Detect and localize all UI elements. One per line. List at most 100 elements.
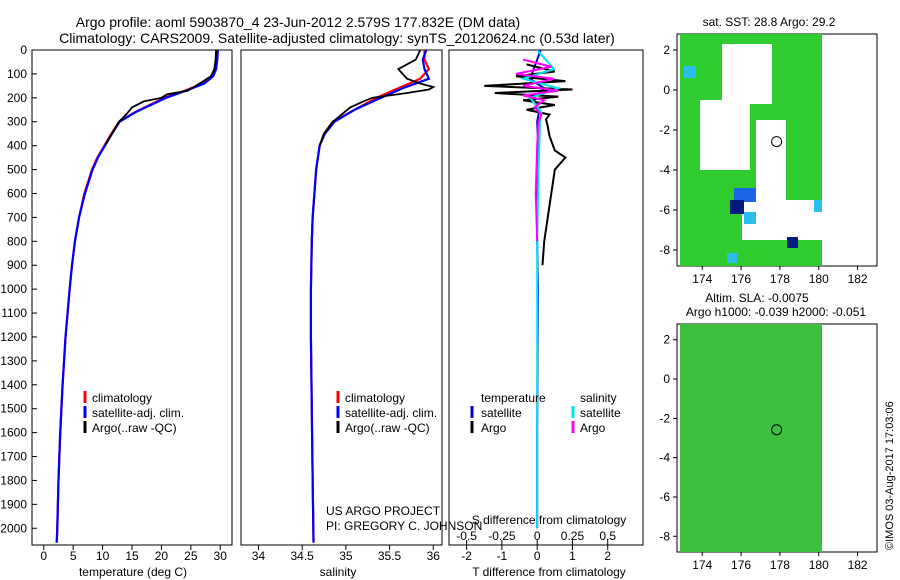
x-tick-label: 5 bbox=[70, 549, 77, 563]
legend-t-argo: Argo bbox=[481, 421, 507, 435]
series-line-argo-raw-qc- bbox=[104, 50, 218, 147]
x-tick-label: 10 bbox=[96, 549, 110, 563]
depth-tick-label: 600 bbox=[7, 186, 27, 200]
sla-map-title: Altim. SLA: -0.0075 bbox=[705, 291, 809, 305]
depth-tick-label: 300 bbox=[7, 115, 27, 129]
map-x-tick-label: 180 bbox=[809, 558, 829, 572]
map-y-tick-label: 0 bbox=[663, 372, 670, 386]
depth-tick-label: 800 bbox=[7, 234, 27, 248]
salinity-plot-frame bbox=[240, 49, 443, 546]
depth-tick-label: 500 bbox=[7, 163, 27, 177]
map-x-tick-label: 182 bbox=[848, 272, 868, 286]
map-x-tick-label: 174 bbox=[692, 272, 712, 286]
sla-ocean-field bbox=[680, 324, 822, 552]
depth-tick-label: 1600 bbox=[0, 426, 27, 440]
depth-tick-label: 1900 bbox=[0, 497, 27, 511]
argo-position-marker bbox=[771, 136, 783, 148]
x-tick-label: -2 bbox=[461, 549, 472, 563]
depth-axis: 0 100 200 300 400 500 600 700 800 900 1000 1100 1200… bbox=[0, 43, 37, 535]
sla-map-subtitle: Argo h1000: -0.039 h2000: -0.051 bbox=[686, 305, 866, 319]
depth-tick-label: 1700 bbox=[0, 450, 27, 464]
difference-lines bbox=[484, 50, 573, 529]
x-tick-label: 30 bbox=[214, 549, 228, 563]
map-y-tick-label: -8 bbox=[659, 529, 670, 543]
temperature-plot-frame bbox=[31, 49, 233, 546]
x-tick-label: 0 bbox=[534, 549, 541, 563]
sst-map-x-axis: 174 176 178 180 182 bbox=[692, 266, 868, 286]
x-tick-label: 15 bbox=[125, 549, 139, 563]
salinity-lines bbox=[309, 50, 436, 543]
argo-position-marker bbox=[771, 424, 783, 436]
legend-t-satellite: satellite bbox=[481, 406, 522, 420]
map-x-tick-label: 178 bbox=[770, 272, 790, 286]
legend-salinity-title: salinity bbox=[580, 391, 617, 405]
sst-cell bbox=[730, 200, 744, 214]
x-tick-label: 0 bbox=[40, 549, 47, 563]
sst-cell bbox=[734, 188, 756, 202]
depth-tick-label: 1500 bbox=[0, 402, 27, 416]
x-tick-label: -1 bbox=[497, 549, 508, 563]
temperature-x-axis: 0 5 10 15 20 25 30 bbox=[40, 545, 227, 563]
sst-cell bbox=[814, 200, 822, 212]
map-y-tick-label: -4 bbox=[659, 451, 670, 465]
map-y-tick-label: -2 bbox=[659, 411, 670, 425]
depth-tick-label: 1100 bbox=[1, 306, 27, 320]
figure-title-line2: Climatology: CARS2009. Satellite-adjuste… bbox=[59, 30, 615, 46]
x-tick-label: 35 bbox=[339, 549, 353, 563]
x-tick-label: 25 bbox=[184, 549, 198, 563]
map-x-tick-label: 180 bbox=[809, 272, 829, 286]
sla-map-y-axis: 2 0 -2 -4 -6 -8 bbox=[659, 333, 677, 543]
x-tick-label: 2 bbox=[604, 549, 611, 563]
salinity-axis-label: salinity bbox=[320, 565, 357, 579]
depth-tick-label: 1800 bbox=[0, 473, 27, 487]
x-tick-label: 36 bbox=[427, 549, 441, 563]
map-y-tick-label: -6 bbox=[659, 203, 670, 217]
depth-tick-label: 1000 bbox=[0, 282, 27, 296]
legend-satellite-adj: satellite-adj. clim. bbox=[345, 406, 437, 420]
depth-tick-label: 900 bbox=[7, 258, 27, 272]
series-line-s-argo bbox=[515, 58, 559, 242]
cloud-mask-region bbox=[756, 120, 786, 200]
x-tick-label: 1 bbox=[569, 549, 576, 563]
sst-cell bbox=[744, 212, 756, 224]
x-tick-label: 34 bbox=[252, 549, 266, 563]
sst-map-y-axis: 2 0 -2 -4 -6 -8 bbox=[659, 43, 677, 257]
depth-tick-label: 1400 bbox=[0, 378, 27, 392]
map-x-tick-label: 182 bbox=[848, 558, 868, 572]
s-difference-axis-label: S difference from climatology bbox=[472, 513, 627, 527]
sst-cell bbox=[727, 253, 737, 263]
map-x-tick-label: 174 bbox=[692, 558, 712, 572]
legend-climatology: climatology bbox=[345, 391, 405, 405]
temperature-axis-label: temperature (deg C) bbox=[79, 565, 187, 579]
depth-tick-label: 1200 bbox=[0, 330, 27, 344]
sst-map-title: sat. SST: 28.8 Argo: 29.2 bbox=[703, 15, 836, 29]
sst-map-field bbox=[680, 34, 822, 266]
map-x-tick-label: 176 bbox=[731, 558, 751, 572]
map-x-tick-label: 176 bbox=[731, 272, 751, 286]
top-x-tick-label: 0.25 bbox=[561, 529, 585, 543]
sst-cell bbox=[787, 237, 798, 248]
series-line-satellite-adj-clim- bbox=[55, 50, 219, 543]
top-x-tick-label: -0.5 bbox=[456, 529, 477, 543]
temperature-legend: climatology satellite-adj. clim. Argo(..… bbox=[83, 391, 184, 435]
depth-tick-label: 200 bbox=[7, 91, 27, 105]
top-x-tick-label: 0.5 bbox=[599, 529, 616, 543]
legend-climatology: climatology bbox=[92, 391, 152, 405]
map-y-tick-label: -6 bbox=[659, 490, 670, 504]
legend-argo: Argo(..raw -QC) bbox=[345, 421, 430, 435]
difference-x-axis: -2 -1 0 1 2 -0.5 -0.25 0 0.25 0.5 bbox=[456, 529, 616, 563]
legend-s-satellite: satellite bbox=[580, 406, 621, 420]
series-line-argo-raw-qc- bbox=[318, 50, 436, 146]
legend-s-argo: Argo bbox=[580, 421, 606, 435]
x-tick-label: 34.5 bbox=[290, 549, 314, 563]
top-x-tick-label: 0 bbox=[534, 529, 541, 543]
depth-tick-label: 700 bbox=[7, 210, 27, 224]
difference-plot-frame bbox=[448, 49, 644, 546]
figure-title-line1: Argo profile: aoml 5903870_4 23-Jun-2012… bbox=[76, 14, 520, 30]
temperature-lines bbox=[55, 50, 219, 543]
legend-argo: Argo(..raw -QC) bbox=[92, 421, 177, 435]
sst-cell bbox=[684, 66, 696, 78]
t-difference-axis-label: T difference from climatology bbox=[472, 565, 626, 579]
depth-tick-label: 100 bbox=[7, 67, 27, 81]
